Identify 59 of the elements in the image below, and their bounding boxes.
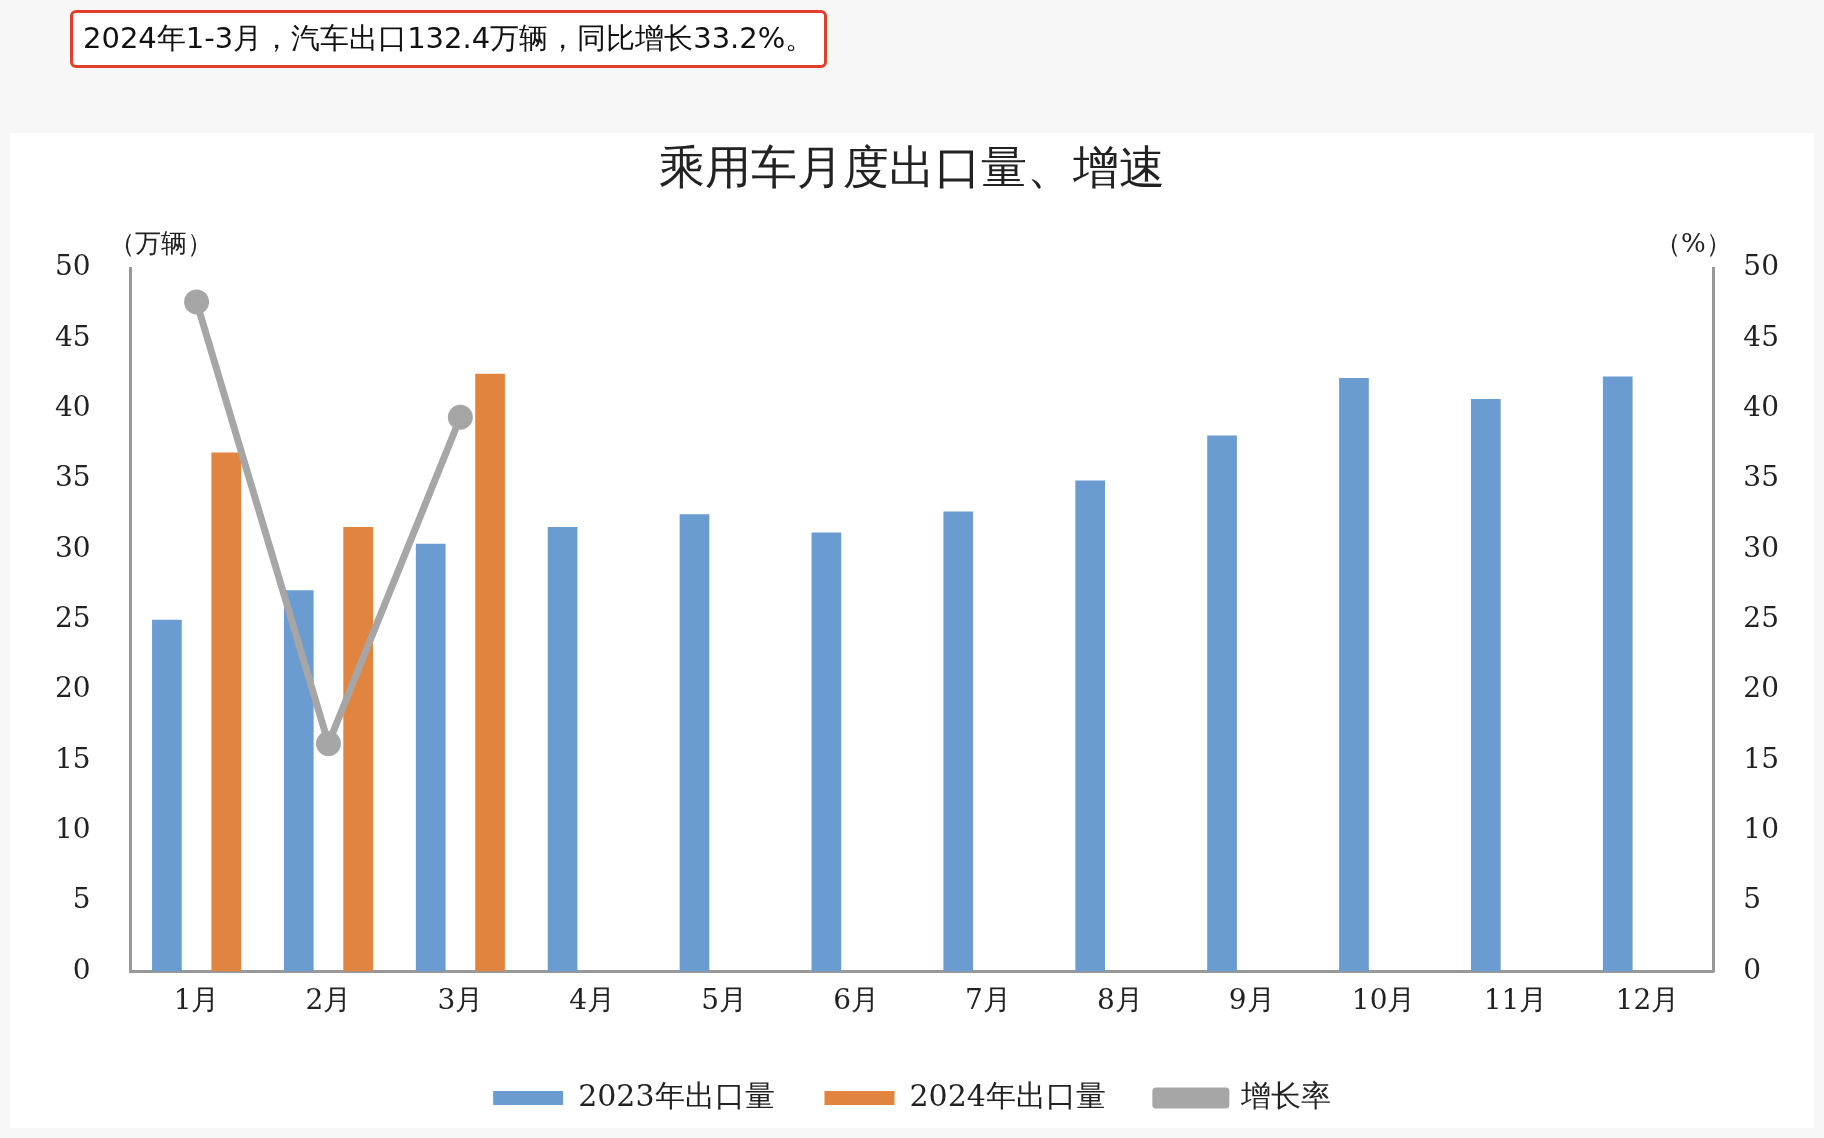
y2-tick-label: 25 [1743,601,1780,635]
y-axis-title: （万辆） [108,227,213,258]
y-tick-label: 50 [54,249,91,283]
y-tick-label: 5 [72,882,91,916]
bar [943,511,974,972]
x-tick-label: 8月 [1096,983,1143,1017]
y2-tick-label: 5 [1743,882,1762,916]
legend-label: 2024年出口量 [909,1077,1106,1113]
x-tick-label: 1月 [173,983,220,1017]
y-tick-label: 25 [54,601,91,635]
y-tick-label: 35 [54,460,91,494]
x-tick-label: 9月 [1228,983,1275,1017]
y2-tick-label: 35 [1743,460,1780,494]
bar [1207,435,1237,972]
bar [1339,377,1369,972]
bar [811,532,842,972]
y-tick-label: 0 [72,952,91,986]
x-tick-label: 10月 [1351,983,1416,1017]
bar [679,514,710,972]
y-tick-label: 10 [54,812,91,846]
x-tick-label: 2月 [305,983,352,1017]
y-tick-label: 20 [54,671,91,705]
bar [1471,399,1501,972]
y-tick-label: 30 [54,530,91,564]
x-tick-label: 11月 [1483,983,1548,1017]
x-tick-label: 7月 [965,983,1011,1017]
y2-tick-label: 50 [1743,249,1780,283]
y2-tick-label: 45 [1743,319,1780,353]
bar [475,373,505,972]
y2-axis-title: （%） [1655,227,1732,258]
point [184,289,210,315]
bar [211,452,242,972]
y-tick-label: 40 [54,390,91,424]
bar [1075,480,1106,972]
chart-title: 乘用车月度出口量、增速 [659,139,1165,194]
y2-tick-label: 40 [1743,390,1780,424]
x-tick-label: 3月 [437,983,484,1017]
bar [152,619,182,972]
text: 2024年1-3月，汽车出口132.4万辆，同比增长33.2%。 [70,10,828,68]
y2-tick-label: 15 [1743,741,1780,775]
bar [343,526,373,972]
y-tick-label: 15 [54,741,91,775]
bar [1602,376,1633,972]
x-tick-label: 12月 [1615,983,1680,1017]
legend-label: 2023年出口量 [578,1077,775,1113]
bar [283,590,314,972]
y2-tick-label: 0 [1743,952,1762,986]
x-tick-label: 5月 [701,983,748,1017]
point [447,404,473,430]
y2-tick-label: 30 [1743,530,1780,564]
y2-tick-label: 10 [1743,812,1780,846]
y-tick-label: 45 [54,319,91,353]
legend-label: 增长率 [1239,1077,1331,1113]
y2-tick-label: 20 [1743,671,1780,705]
bar [547,526,578,972]
bar [415,543,446,972]
x-tick-label: 4月 [569,983,616,1017]
point [315,731,341,757]
x-tick-label: 6月 [833,983,879,1017]
